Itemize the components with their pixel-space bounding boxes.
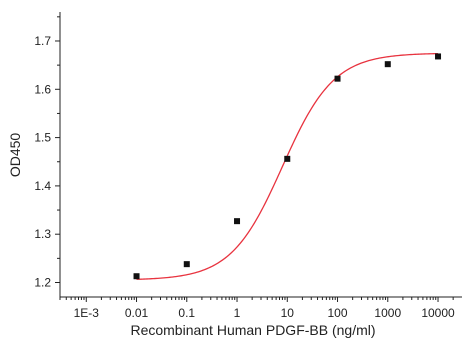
x-tick-label: 10000 — [421, 306, 455, 320]
y-tick-label: 1.7 — [34, 34, 51, 48]
x-tick-label: 0.1 — [178, 306, 195, 320]
data-point — [284, 155, 291, 162]
data-point — [183, 261, 190, 268]
data-point — [435, 53, 442, 60]
x-axis-ticks: 1E-3 0.01 0.1 1 10 100 1000 10000 — [59, 297, 455, 320]
y-axis-label: OD450 — [7, 133, 23, 178]
y-tick-label: 1.2 — [34, 276, 51, 290]
x-tick-label: 1E-3 — [74, 306, 100, 320]
data-point — [133, 273, 140, 280]
x-tick-label: 100 — [328, 306, 348, 320]
x-tick-label: 0.01 — [125, 306, 149, 320]
y-tick-label: 1.6 — [34, 82, 51, 96]
fit-curve-layer — [136, 52, 439, 280]
y-tick-label: 1.4 — [34, 179, 51, 193]
x-tick-label: 10 — [281, 306, 295, 320]
data-points — [133, 53, 442, 280]
x-tick-label: 1 — [234, 306, 241, 320]
data-point — [384, 61, 391, 68]
data-point — [234, 218, 241, 225]
x-axis-label: Recombinant Human PDGF-BB (ng/ml) — [130, 322, 375, 338]
y-axis-ticks: 1.2 1.3 1.4 1.5 1.6 1.7 — [34, 16, 60, 290]
data-point — [334, 75, 341, 82]
y-tick-label: 1.5 — [34, 131, 51, 145]
y-tick-label: 1.3 — [34, 227, 51, 241]
x-tick-label: 1000 — [374, 306, 401, 320]
fit-curve — [136, 52, 439, 280]
